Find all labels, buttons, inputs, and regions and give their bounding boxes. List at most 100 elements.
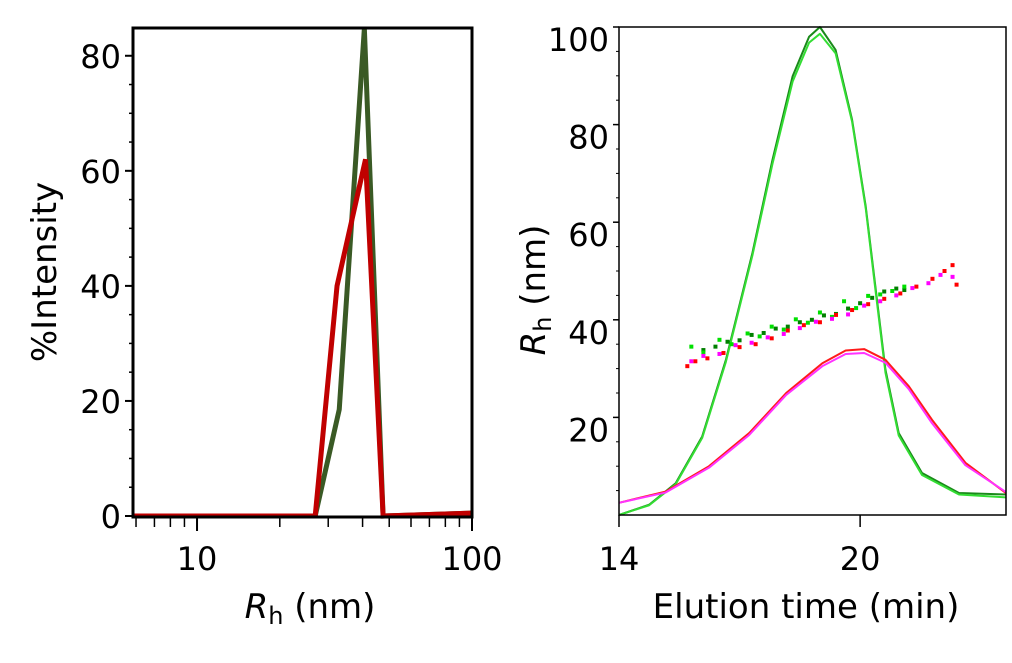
scatter-point-3: [926, 281, 931, 286]
scatter-point-0: [902, 288, 907, 293]
scatter-point-0: [809, 317, 814, 322]
scatter-point-3: [781, 331, 786, 336]
plot-frame: [131, 26, 474, 519]
scatter-point-1: [817, 310, 822, 315]
x-axis-label: Rh (nm): [245, 587, 376, 630]
elution-chart: 14 20 20 40 60 80 100 Rh (nm) Elution time (mi…: [514, 21, 1007, 627]
scatter-point-1: [793, 317, 798, 322]
series-line-1: [133, 158, 473, 519]
scatter-point-1: [854, 306, 859, 311]
scatter-point-1: [866, 293, 871, 298]
scatter-point-3: [938, 272, 943, 277]
y-tick-label: 60: [568, 216, 609, 254]
scatter-point-0: [713, 344, 718, 349]
scatter-point-2: [753, 342, 758, 347]
scatter-point-2: [705, 356, 710, 361]
x-axis-label-symbol: R: [245, 587, 269, 627]
y-tick-label: 60: [80, 153, 121, 191]
trace-line-2: [618, 348, 1007, 504]
scatter-point-2: [785, 328, 790, 333]
y-tick-label: 100: [548, 21, 609, 59]
scatter-point-0: [894, 286, 899, 291]
intensity-chart: 10 100 0 20 40 60 80 %Intensity Rh (nm): [25, 26, 503, 630]
scatter-point-1: [902, 284, 907, 289]
x-tick-label: 20: [840, 540, 881, 578]
x-tick-label: 10: [177, 540, 218, 578]
scatter-point-1: [805, 320, 810, 325]
scatter-point-2: [737, 345, 742, 350]
scatter-point-3: [862, 303, 867, 308]
y-tick-label: 40: [80, 268, 121, 306]
scatter-point-1: [717, 337, 722, 342]
scatter-point-3: [717, 351, 722, 356]
scatter-point-1: [781, 327, 786, 332]
y-axis-label-symbol: R: [514, 332, 554, 356]
scatter-point-1: [757, 334, 762, 339]
scatter-point-3: [878, 299, 883, 304]
scatter-point-1: [769, 324, 774, 329]
scatter-point-3: [910, 286, 915, 291]
scatter-point-2: [801, 323, 806, 328]
scatter-point-1: [878, 292, 883, 297]
scatter-point-3: [950, 274, 955, 279]
scatter-point-0: [749, 332, 754, 337]
y-tick-label: 20: [80, 383, 121, 421]
scatter-point-0: [737, 338, 742, 343]
scatter-point-2: [866, 302, 871, 307]
scatter-point-0: [701, 348, 706, 353]
scatter-point-1: [701, 350, 706, 355]
scatter-point-2: [834, 312, 839, 317]
scatter-point-2: [950, 263, 955, 268]
trace-line-3: [618, 351, 1007, 504]
scatter-point-2: [954, 282, 959, 287]
y-axis-label: %Intensity: [25, 182, 65, 362]
scatter-point-0: [761, 330, 766, 335]
y-tick-label: 20: [568, 411, 609, 449]
y-tick-label: 0: [101, 498, 121, 536]
x-axis-label-unit: (nm): [283, 587, 375, 627]
x-axis-label-subscript: h: [268, 602, 283, 630]
scatter-point-3: [813, 319, 818, 324]
x-tick-label: 100: [441, 540, 502, 578]
scatter-point-0: [821, 313, 826, 318]
scatter-point-3: [894, 293, 899, 298]
y-axis-label: Rh (nm): [514, 225, 557, 356]
scatter-point-0: [882, 289, 887, 294]
scatter-point-3: [846, 312, 851, 317]
scatter-point-3: [749, 340, 754, 345]
scatter-point-2: [693, 359, 698, 364]
scatter-point-0: [870, 295, 875, 300]
x-tick-label: 14: [599, 540, 640, 578]
scatter-point-1: [890, 289, 895, 294]
scatter-point-0: [725, 339, 730, 344]
scatter-point-3: [765, 335, 770, 340]
scatter-point-0: [846, 306, 851, 311]
scatter-point-0: [858, 301, 863, 306]
scatter-point-2: [685, 364, 690, 369]
x-axis-label: Elution time (min): [653, 587, 960, 627]
trace-line-1: [618, 32, 1007, 516]
y-tick-label: 80: [80, 38, 121, 76]
scatter-point-0: [797, 320, 802, 325]
scatter-point-1: [842, 299, 847, 304]
scatter-point-1: [729, 342, 734, 347]
scatter-point-3: [797, 326, 802, 331]
series-line-0: [133, 28, 473, 519]
scatter-point-2: [930, 276, 935, 281]
scatter-point-3: [733, 343, 738, 348]
scatter-point-2: [721, 350, 726, 355]
scatter-point-3: [829, 316, 834, 321]
scatter-point-2: [882, 296, 887, 301]
scatter-point-0: [785, 324, 790, 329]
scatter-point-2: [914, 284, 919, 289]
y-axis-label-subscript: h: [529, 317, 557, 332]
scatter-point-2: [942, 269, 947, 273]
scatter-point-3: [689, 359, 694, 364]
scatter-point-1: [745, 331, 750, 336]
scatter-point-0: [773, 326, 778, 331]
scatter-point-2: [769, 336, 774, 341]
scatter-point-3: [701, 353, 706, 358]
scatter-point-1: [689, 344, 694, 349]
scatter-point-2: [850, 308, 855, 313]
